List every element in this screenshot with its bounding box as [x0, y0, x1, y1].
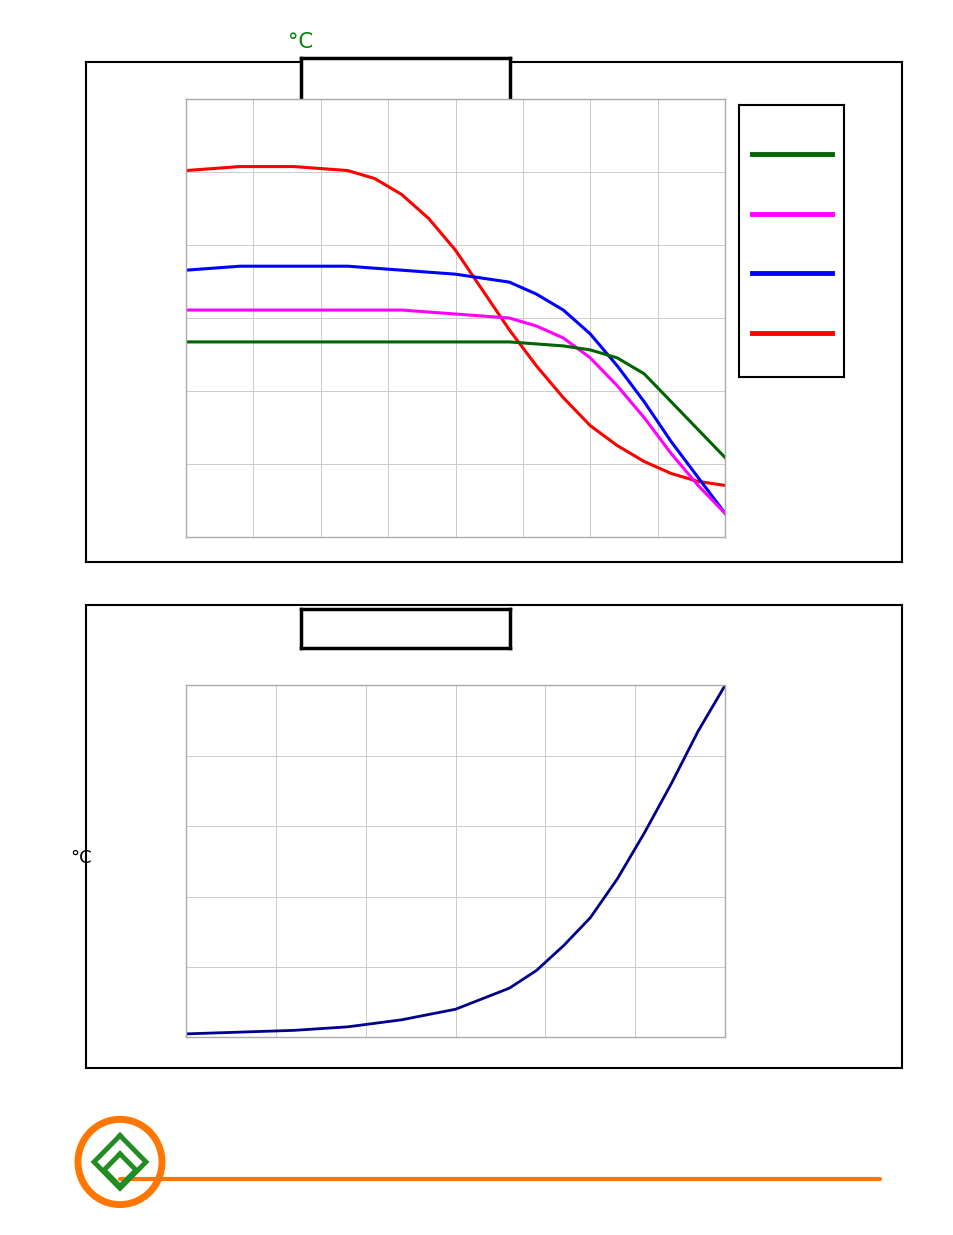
Text: °C: °C	[288, 32, 313, 52]
Text: °C: °C	[71, 850, 91, 867]
